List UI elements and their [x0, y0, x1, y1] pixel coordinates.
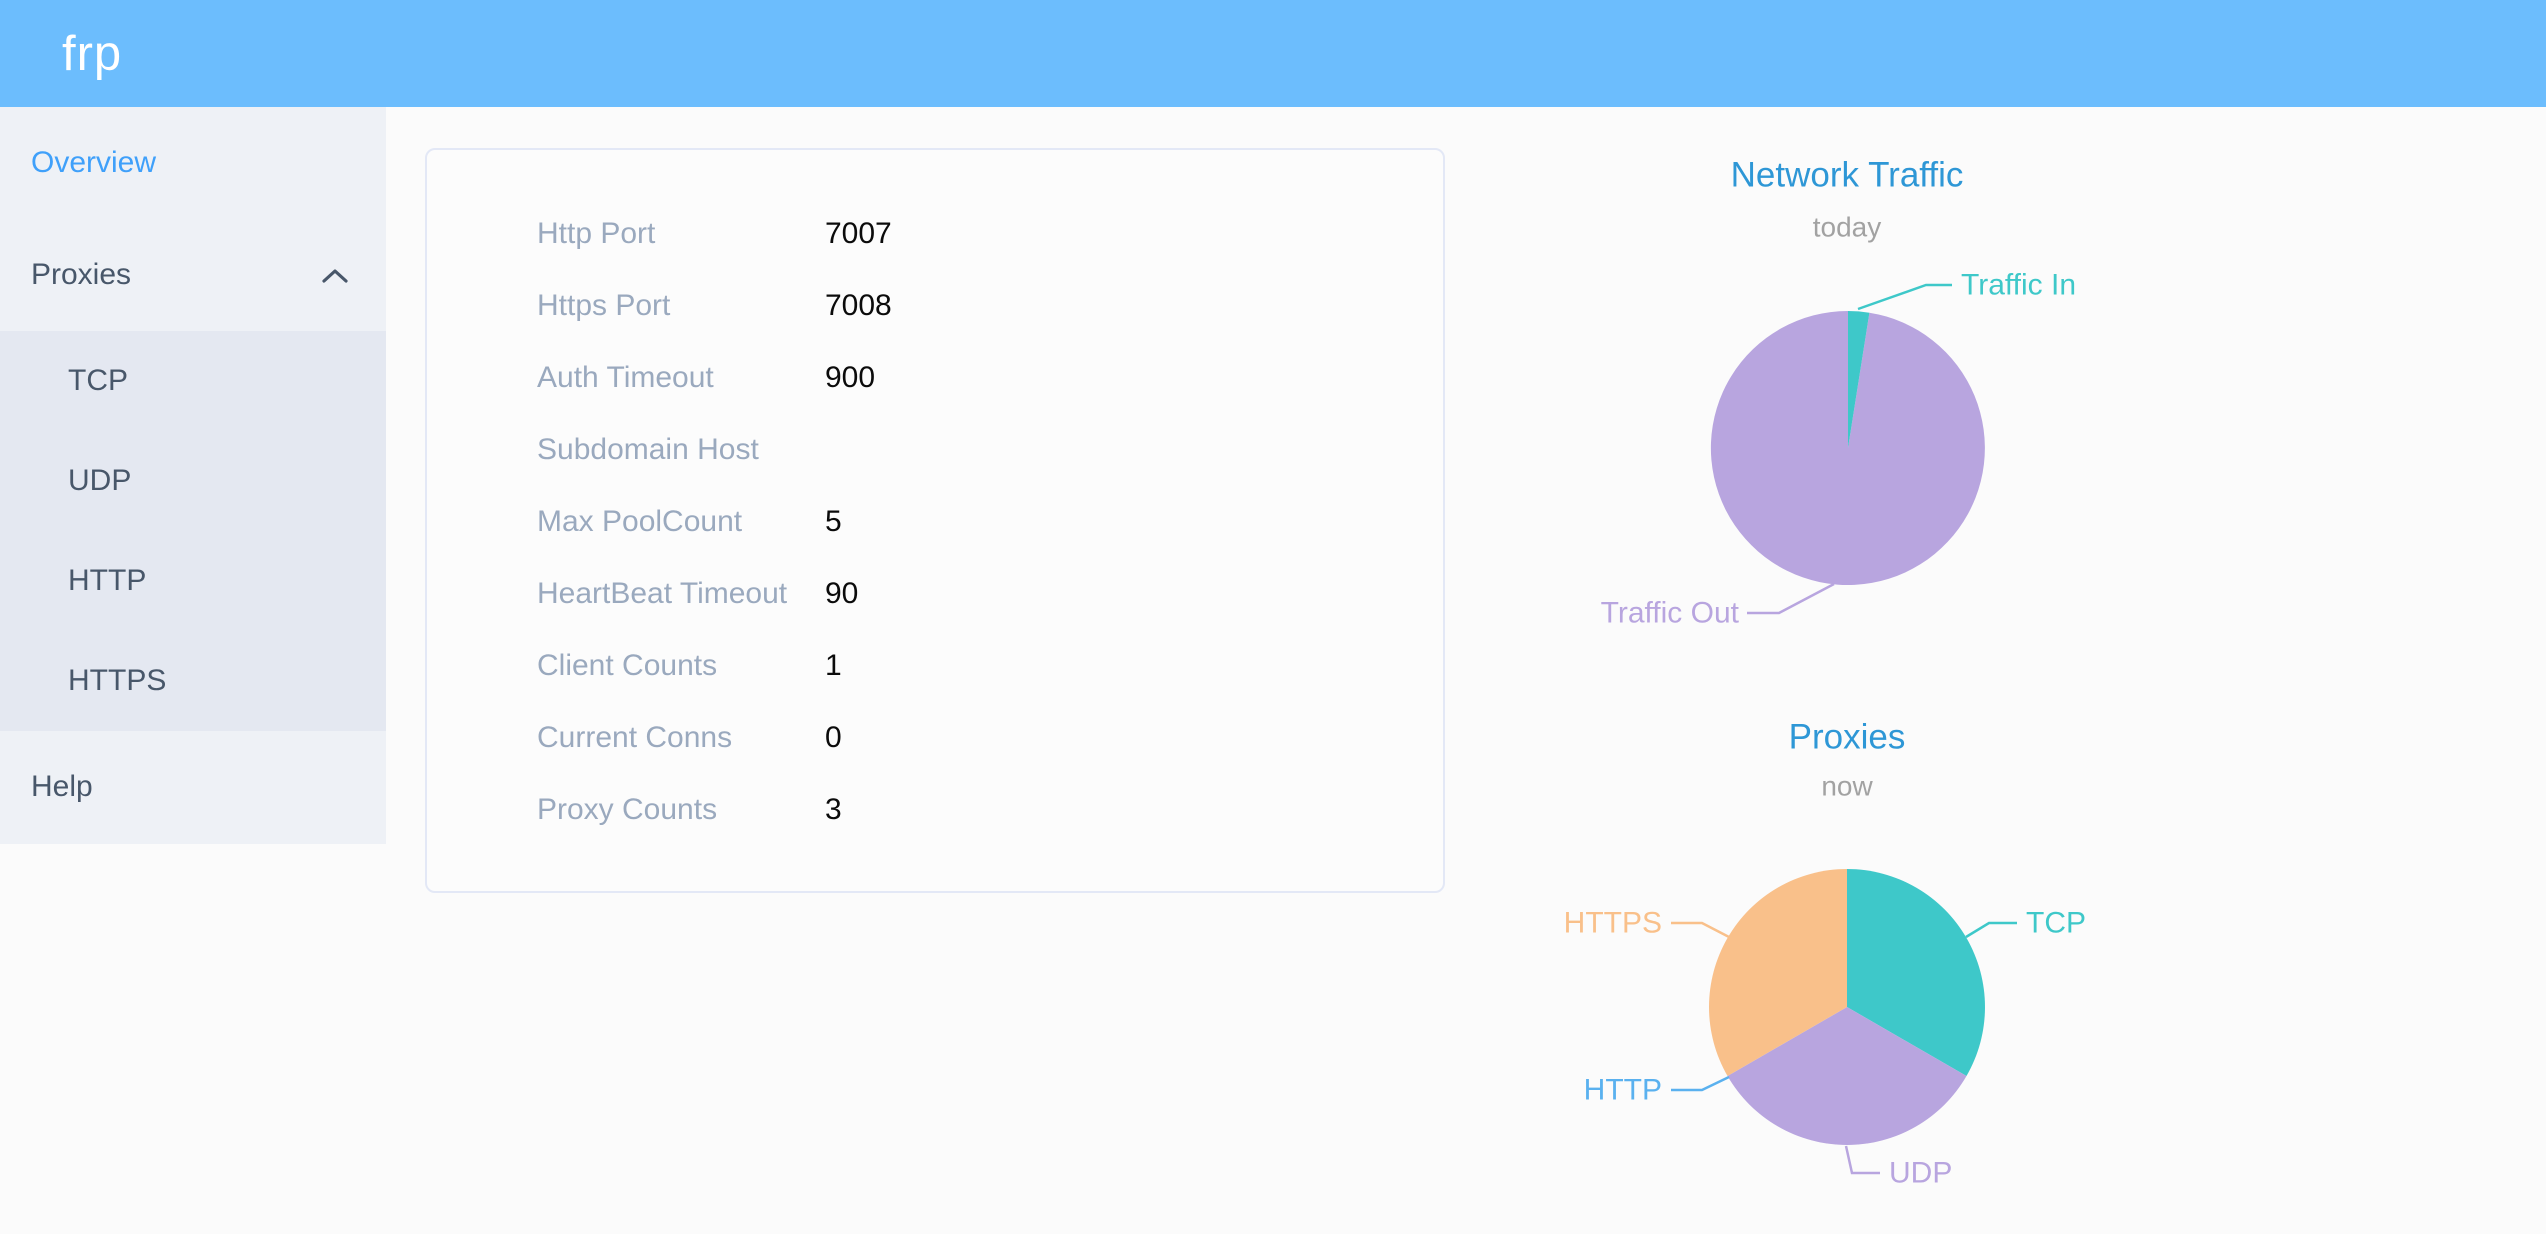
https-leader-line	[1671, 921, 1730, 939]
slice-traffic-out	[1710, 310, 1985, 585]
info-label: Current Conns	[537, 721, 733, 754]
proxies-subtitle: now	[1821, 771, 1873, 802]
http-leader-line	[1671, 1075, 1730, 1092]
sidebar-item-https[interactable]: HTTPS	[0, 631, 386, 731]
proxies-title: Proxies	[1789, 718, 1906, 757]
server-info-card: Http Port 7007 Https Port 7008 Auth Time…	[425, 148, 1445, 893]
sidebar-item-http-label: HTTP	[68, 564, 147, 597]
tcp-label: TCP	[2026, 907, 2086, 940]
proxies-chart: Proxies now TCP HTTPS HTTP UDP	[1564, 718, 2086, 1190]
sidebar-item-overview[interactable]: Overview	[0, 107, 386, 219]
sidebar-item-help-label: Help	[31, 770, 93, 803]
info-value: 5	[825, 505, 842, 538]
info-value: 1	[825, 649, 842, 682]
info-value: 3	[825, 793, 842, 826]
slice-tcp	[1847, 869, 1985, 1076]
proxies-submenu: TCP UDP HTTP HTTPS	[0, 331, 386, 731]
traffic-in-label: Traffic In	[1961, 269, 2076, 302]
info-value: 900	[825, 361, 876, 394]
info-row-http-port: Http Port 7007	[427, 198, 1443, 270]
traffic-out-label: Traffic Out	[1601, 597, 1740, 630]
app-header: frp	[0, 0, 2546, 107]
info-label: Auth Timeout	[537, 361, 714, 394]
info-label: Client Counts	[537, 649, 718, 682]
network-traffic-subtitle: today	[1813, 212, 1882, 243]
info-value: 7008	[825, 289, 892, 322]
sidebar: Overview Proxies TCP UDP HTTP HTTPS Help	[0, 107, 386, 844]
sidebar-item-tcp[interactable]: TCP	[0, 331, 386, 431]
info-label: Max PoolCount	[537, 505, 743, 538]
sidebar-item-https-label: HTTPS	[68, 664, 167, 697]
udp-label: UDP	[1889, 1157, 1952, 1190]
network-traffic-chart: Network Traffic today Traffic In Traffic…	[1601, 156, 2076, 630]
sidebar-item-udp-label: UDP	[68, 464, 132, 497]
info-row-https-port: Https Port 7008	[427, 270, 1443, 342]
tcp-leader-line	[1965, 921, 2017, 939]
slice-udp	[1727, 1007, 1967, 1145]
network-traffic-title: Network Traffic	[1731, 156, 1964, 195]
slice-traffic-in	[1848, 311, 1870, 448]
traffic-in-leader-line	[1857, 283, 1952, 311]
sidebar-item-proxies-label: Proxies	[31, 258, 132, 291]
sidebar-item-help[interactable]: Help	[0, 731, 386, 843]
sidebar-item-overview-label: Overview	[31, 146, 157, 179]
info-row-auth-timeout: Auth Timeout 900	[427, 342, 1443, 414]
info-row-client-counts: Client Counts 1	[427, 630, 1443, 702]
info-row-max-poolcount: Max PoolCount 5	[427, 486, 1443, 558]
info-row-subdomain-host: Subdomain Host	[427, 414, 1443, 486]
slice-https	[1709, 869, 1847, 1076]
https-label: HTTPS	[1564, 907, 1662, 940]
sidebar-item-proxies[interactable]: Proxies	[0, 219, 386, 331]
chevron-up-icon	[322, 268, 348, 283]
info-label: HeartBeat Timeout	[537, 577, 788, 610]
info-label: Https Port	[537, 289, 671, 322]
udp-leader-line	[1844, 1145, 1880, 1175]
app-logo: frp	[62, 26, 123, 81]
sidebar-item-udp[interactable]: UDP	[0, 431, 386, 531]
http-label: HTTP	[1584, 1074, 1662, 1107]
info-row-heartbeat-timeout: HeartBeat Timeout 90	[427, 558, 1443, 630]
info-row-proxy-counts: Proxy Counts 3	[427, 774, 1443, 846]
info-row-current-conns: Current Conns 0	[427, 702, 1443, 774]
info-value: 90	[825, 577, 859, 610]
info-label: Http Port	[537, 217, 656, 250]
sidebar-item-http[interactable]: HTTP	[0, 531, 386, 631]
info-value: 0	[825, 721, 842, 754]
sidebar-item-tcp-label: TCP	[68, 364, 128, 397]
traffic-out-leader-line	[1747, 582, 1835, 615]
info-label: Subdomain Host	[537, 433, 759, 466]
info-value: 7007	[825, 217, 892, 250]
info-label: Proxy Counts	[537, 793, 718, 826]
